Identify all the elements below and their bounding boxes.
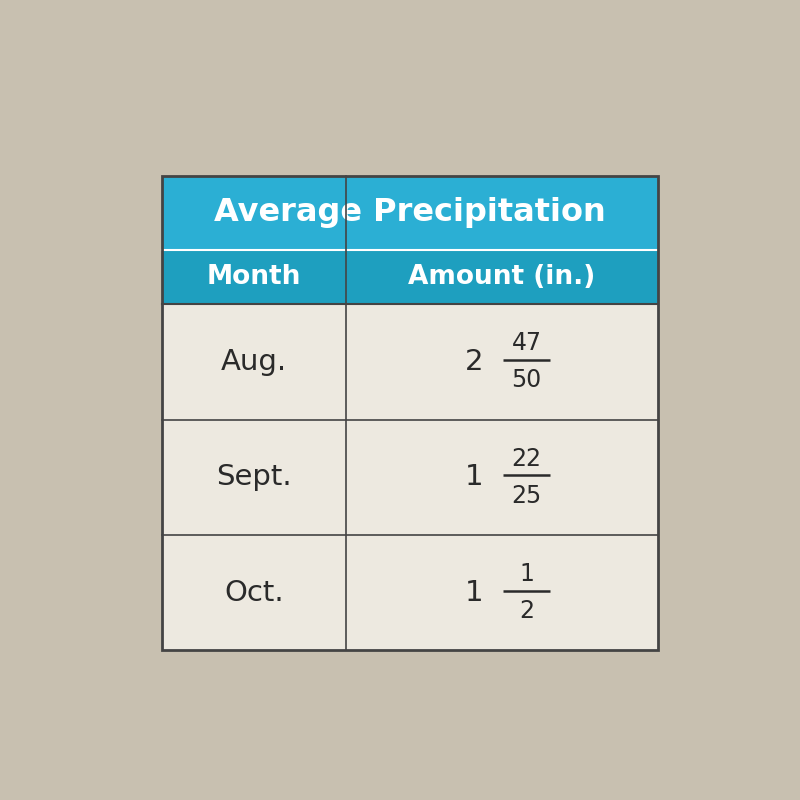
Text: Sept.: Sept. [216,463,291,491]
Bar [162,250,658,304]
Text: Average Precipitation: Average Precipitation [214,198,606,228]
Text: Amount (in.): Amount (in.) [408,264,595,290]
Text: 1: 1 [519,562,534,586]
Text: Aug.: Aug. [221,348,287,376]
Bar [162,176,658,650]
Bar [162,176,658,250]
Text: 22: 22 [511,446,542,470]
Text: Oct.: Oct. [224,578,283,606]
Bar [162,176,658,650]
Text: 2: 2 [465,348,483,376]
Text: 25: 25 [511,484,542,508]
Text: 1: 1 [465,578,483,606]
Text: 1: 1 [465,463,483,491]
Text: 50: 50 [511,368,542,392]
Text: 2: 2 [519,599,534,623]
Text: 47: 47 [511,331,542,355]
Text: Month: Month [206,264,301,290]
